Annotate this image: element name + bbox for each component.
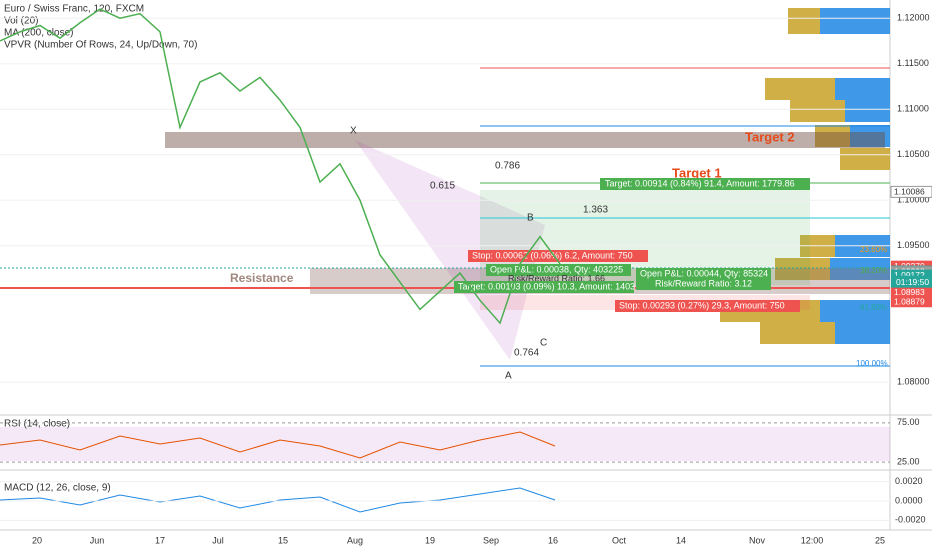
price-tick-label: 1.11000 [897, 104, 929, 114]
resistance-label: Resistance [230, 271, 294, 285]
time-label: 14 [676, 535, 686, 545]
symbol-title: Euro / Swiss Franc, 120, FXCM [4, 4, 144, 15]
rsi-title: RSI (14, close) [4, 419, 70, 430]
harmonic-pattern [355, 140, 545, 360]
point-label: A [505, 371, 512, 382]
price-tick-label: 1.08000 [897, 377, 930, 387]
target2-zone [165, 132, 885, 148]
fib-level: 23.60% [860, 245, 887, 254]
price-tick-label: 1.09500 [897, 240, 930, 250]
position-label: Open P&L: 0.00044, Qty: 85324 [640, 268, 768, 278]
target2-label: Target 2 [745, 129, 795, 144]
position-label: Stop: 0.00293 (0.27%) 29.3, Amount: 750 [619, 300, 785, 310]
macd-tick-label: -0.0020 [895, 515, 926, 525]
price-tick-label: 1.11500 [897, 58, 929, 68]
indicator-label: VPVR (Number Of Rows, 24, Up/Down, 70) [4, 40, 197, 51]
label-bg [600, 178, 810, 190]
price-tag-label: 1.08983 [894, 287, 925, 297]
time-label: Jun [90, 535, 105, 545]
point-label: C [540, 338, 547, 349]
position-label: Risk/Reward Ratio: 3.12 [655, 278, 752, 288]
point-label: X [350, 126, 357, 137]
fib-level: 38.20% [860, 266, 887, 275]
price-tick-label: 1.10000 [897, 195, 930, 205]
target1-label: Target 1 [672, 165, 722, 180]
position-label: Open P&L: 0.00038, Qty: 403225 [490, 264, 623, 274]
time-label: 20 [32, 535, 42, 545]
fib-level: 100.00% [856, 359, 888, 368]
macd-line [0, 487, 556, 513]
label-bg [615, 300, 800, 312]
indicator-label: Vol (20) [4, 16, 38, 27]
time-label: 15 [278, 535, 288, 545]
position-label: Risk/Reward Ratio: 1.66 [508, 273, 605, 283]
fib-level: 61.80% [860, 303, 887, 312]
volume-profile [720, 8, 890, 344]
price-tag [891, 286, 932, 298]
macd-title: MACD (12, 26, close, 9) [4, 483, 111, 494]
time-label: Aug [347, 535, 363, 545]
time-label: 12:00 [801, 535, 824, 545]
macd-tick-label: 0.0020 [895, 476, 923, 486]
label-bg [454, 281, 634, 293]
rsi-band [0, 427, 890, 461]
position-label: Target: 0.00914 (0.84%) 91.4, Amount: 17… [605, 178, 795, 188]
time-label: Oct [612, 535, 627, 545]
price-tag-label: 1.10086 [894, 187, 925, 197]
position-label: Target: 0.00103 (0.09%) 10.3, Amount: 14… [458, 281, 648, 291]
time-label: Nov [749, 535, 766, 545]
macd-tick-label: 0.0000 [895, 495, 923, 505]
countdown: 01:19:50 [896, 277, 929, 287]
point-label: B [527, 213, 534, 224]
time-label: 19 [425, 535, 435, 545]
rsi-tick-label: 75.00 [897, 417, 920, 427]
countdown-bg [891, 276, 932, 288]
price-tag [891, 296, 932, 308]
price-tag-label: 1.08879 [894, 296, 925, 306]
rsi-tick-label: 25.00 [897, 457, 920, 467]
price-line [0, 8, 561, 325]
price-tag-label: 1.09172 [894, 270, 925, 280]
time-label: 16 [548, 535, 558, 545]
fib-label: 0.615 [430, 181, 455, 192]
time-label: 25 [875, 535, 885, 545]
rsi-line [0, 431, 556, 459]
fib-label: 1.363 [583, 205, 608, 216]
label-bg [486, 264, 631, 276]
price-tag [890, 185, 932, 198]
time-label: 17 [155, 535, 165, 545]
position-label: Stop: 0.00062 (0.06%) 6.2, Amount: 750 [472, 250, 633, 260]
label-bg [636, 268, 771, 290]
label-bg [468, 250, 648, 262]
price-tick-label: 1.10500 [897, 149, 930, 159]
price-tick-label: 1.12000 [897, 13, 930, 23]
price-tag [891, 269, 932, 281]
time-label: Sep [483, 535, 499, 545]
fib-label: 0.786 [495, 161, 520, 172]
time-label: Jul [212, 535, 224, 545]
indicator-label: MA (200, close) [4, 28, 73, 39]
fib-label: 0.764 [514, 348, 539, 359]
